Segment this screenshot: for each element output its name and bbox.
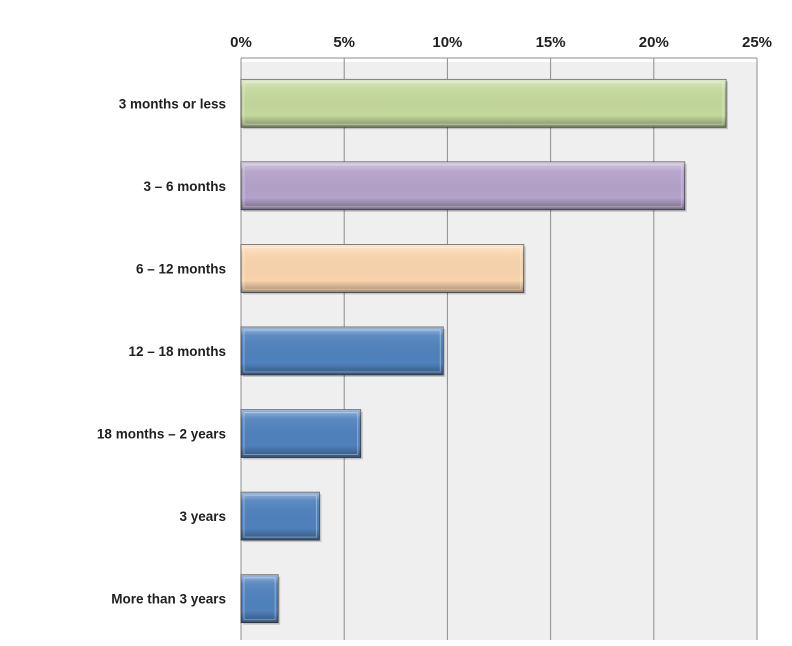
category-label: 12 – 18 months [128, 344, 226, 359]
bar [240, 574, 281, 625]
category-label: 3 – 6 months [143, 179, 226, 194]
x-tick-label: 10% [432, 34, 462, 51]
x-tick-label: 20% [639, 34, 669, 51]
bar [240, 161, 687, 212]
bars [240, 78, 729, 625]
category-label: 18 months – 2 years [97, 427, 226, 442]
x-axis-ticks: 0% 5% 10% 15% 20% 25% [230, 34, 772, 51]
category-label: 3 months or less [119, 96, 226, 111]
category-label: More than 3 years [111, 592, 226, 607]
bar [240, 326, 446, 377]
bar [240, 244, 526, 295]
bar [240, 78, 729, 130]
x-tick-label: 15% [536, 34, 566, 51]
x-tick-label: 5% [333, 34, 355, 51]
bar [240, 491, 322, 543]
category-labels: 3 months or less 3 – 6 months 6 – 12 month… [97, 96, 226, 606]
category-label: 3 years [179, 509, 226, 524]
x-tick-label: 0% [230, 34, 252, 51]
bar [240, 409, 363, 460]
x-tick-label: 25% [742, 34, 772, 51]
category-label: 6 – 12 months [136, 261, 226, 276]
